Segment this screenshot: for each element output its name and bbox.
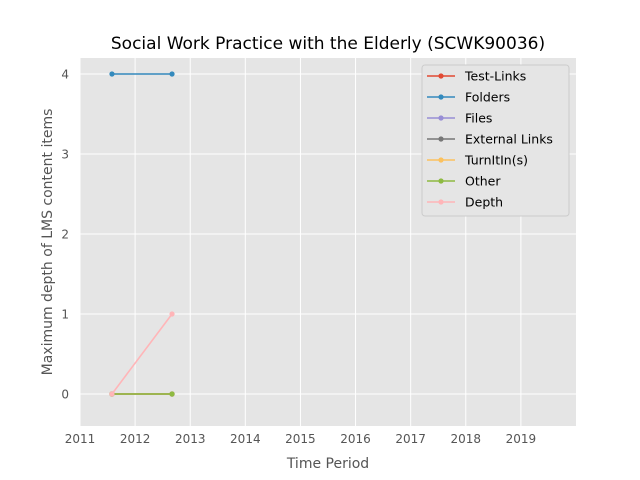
legend-marker-other — [438, 178, 444, 184]
data-point-folders — [109, 71, 115, 77]
data-point-depth — [109, 391, 115, 397]
legend-marker-turnitin-s — [438, 157, 444, 163]
legend-marker-folders — [438, 94, 444, 100]
legend: Test-Links Folders Files External Links Turn… — [421, 64, 570, 217]
chart-title: Social Work Practice with the Elderly (S… — [111, 34, 545, 54]
x-tick-label: 2011 — [65, 432, 96, 446]
legend-label-other: Other — [465, 174, 501, 189]
y-tick-label: 3 — [61, 148, 69, 162]
legend-label-files: Files — [465, 111, 492, 126]
data-point-folders — [169, 71, 175, 77]
legend-marker-external-links — [438, 136, 444, 142]
x-tick-label: 2013 — [175, 432, 206, 446]
x-tick-label: 2016 — [340, 432, 371, 446]
data-point-other — [169, 391, 175, 397]
y-axis-label: Maximum depth of LMS content items — [40, 109, 56, 376]
x-axis-label: Time Period — [286, 456, 369, 472]
legend-marker-files — [438, 115, 444, 121]
legend-label-turnitin-s: TurnItIn(s) — [464, 153, 528, 168]
x-tick-label: 2017 — [395, 432, 426, 446]
legend-box — [421, 64, 570, 217]
y-tick-label: 0 — [61, 388, 69, 402]
legend-marker-depth — [438, 199, 444, 205]
data-point-depth — [169, 311, 175, 317]
y-tick-label: 2 — [61, 228, 69, 242]
series-line-depth — [111, 313, 173, 395]
tick-labels: 2011 2012 2013 2014 2015 2016 2017 2018 2019 0 1 2 3… — [61, 68, 536, 447]
y-tick-label: 4 — [61, 68, 69, 82]
x-tick-label: 2014 — [230, 432, 261, 446]
x-tick-label: 2019 — [506, 432, 537, 446]
x-tick-label: 2018 — [451, 432, 482, 446]
legend-marker-test-links — [438, 73, 444, 79]
legend-label-external-links: External Links — [465, 132, 553, 147]
legend-label-depth: Depth — [465, 195, 503, 210]
series-lines — [109, 71, 175, 397]
legend-label-test-links: Test-Links — [464, 69, 526, 84]
legend-label-folders: Folders — [465, 90, 510, 105]
y-tick-label: 1 — [61, 308, 69, 322]
x-tick-label: 2012 — [120, 432, 151, 446]
x-tick-label: 2015 — [285, 432, 316, 446]
